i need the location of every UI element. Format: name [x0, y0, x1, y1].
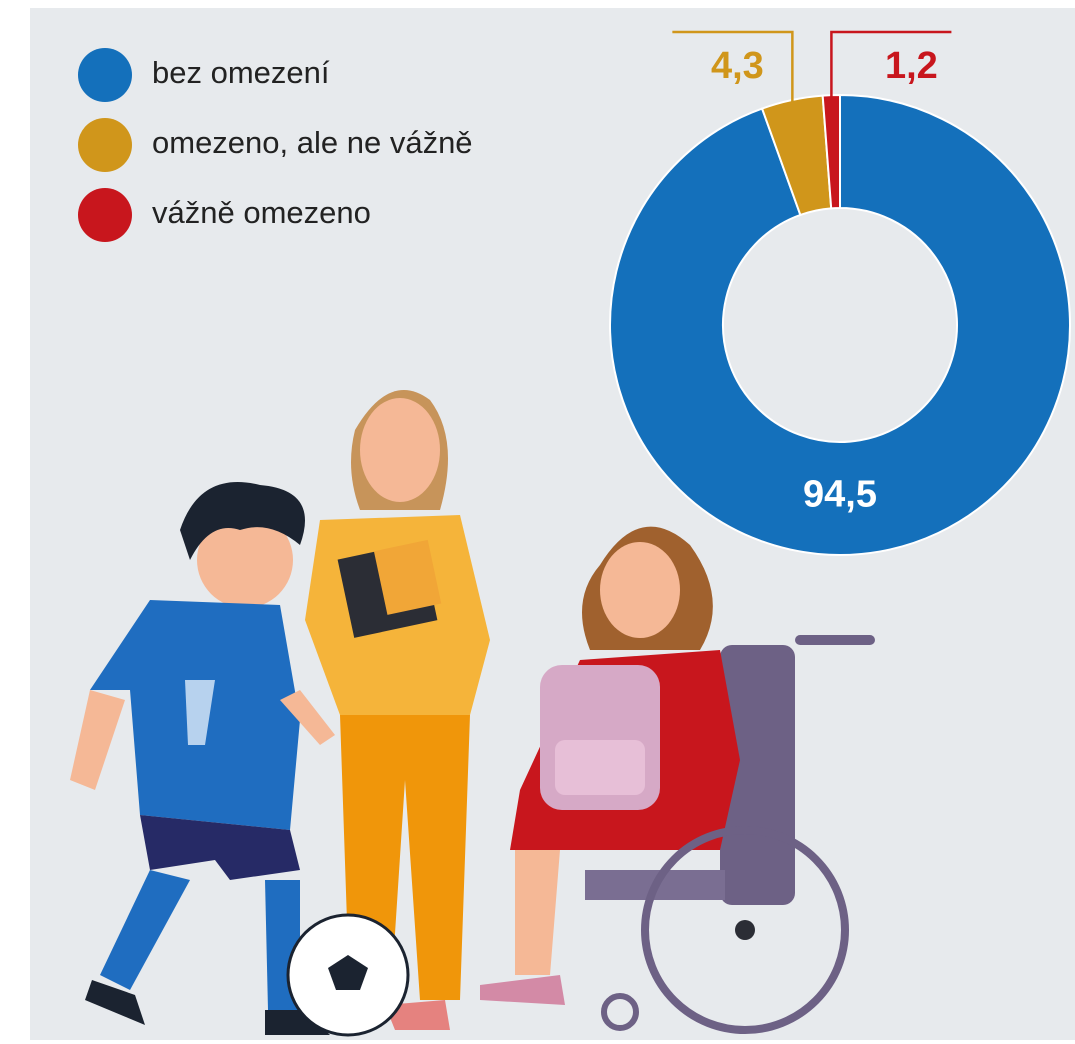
legend-label: omezeno, ale ne vážně: [152, 125, 473, 160]
legend-marker: [78, 48, 132, 102]
legend-label: bez omezení: [152, 55, 330, 90]
value-label: 94,5: [803, 474, 877, 516]
page: bez omezení omezeno, ale ne vážně vážně om…: [0, 0, 1075, 1044]
legend-label: vážně omezeno: [152, 195, 371, 230]
backpack-pocket: [555, 740, 645, 795]
girl-head: [360, 398, 440, 502]
chart: bez omezení omezeno, ale ne vážně vážně om…: [0, 0, 1075, 1044]
girl2-head: [600, 542, 680, 638]
wheelchair-hub: [735, 920, 755, 940]
legend-marker: [78, 118, 132, 172]
value-label: 4,3: [711, 45, 764, 87]
legend-marker: [78, 188, 132, 242]
value-label: 1,2: [885, 45, 938, 87]
